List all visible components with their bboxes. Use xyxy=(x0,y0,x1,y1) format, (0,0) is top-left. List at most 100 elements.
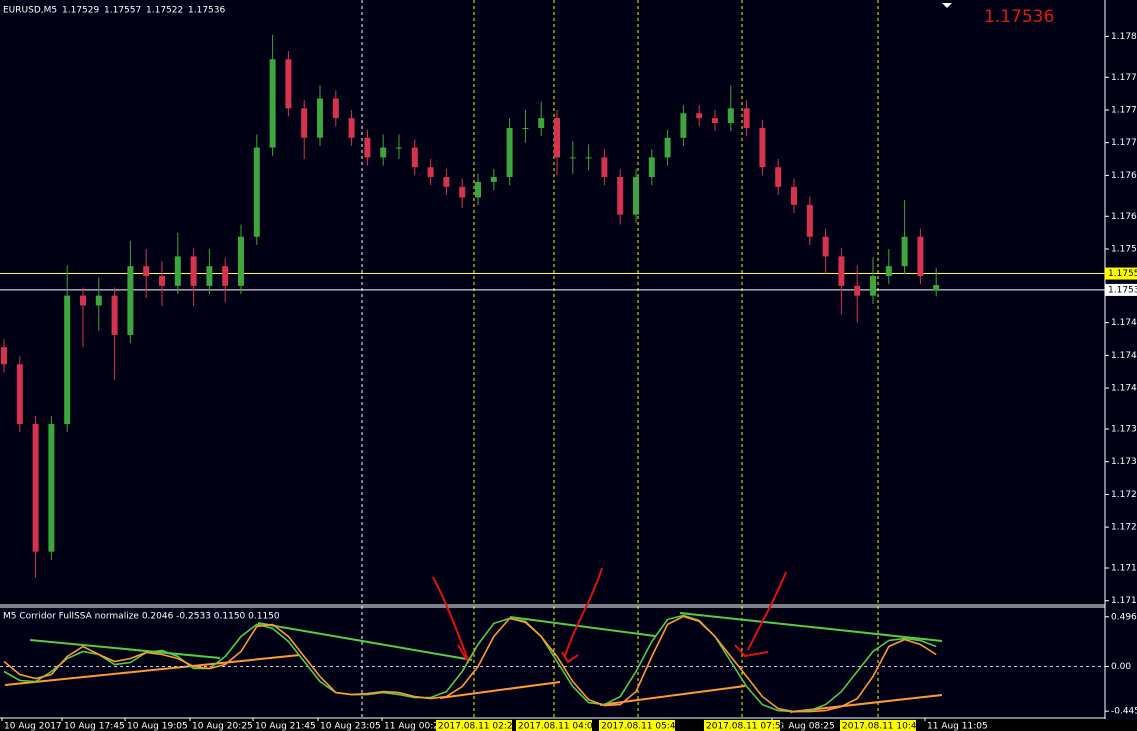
candle-body xyxy=(870,276,876,296)
candle-body xyxy=(190,256,197,286)
indicator-line xyxy=(3,615,937,713)
x-tick-label: 11 Aug 00:25 xyxy=(384,722,445,731)
candle-body xyxy=(743,108,750,128)
candle-body xyxy=(396,147,402,149)
candle-body xyxy=(806,204,813,237)
candle-body xyxy=(411,147,418,168)
candle-body xyxy=(506,127,513,178)
header-price: 1.17557 xyxy=(104,6,141,16)
candle-body xyxy=(727,108,734,124)
candle-body xyxy=(16,364,23,425)
candle-body xyxy=(490,177,497,182)
x-highlight-label: 2017.08.11 02:20 xyxy=(438,722,519,731)
candle-body xyxy=(427,167,434,178)
x-tick-label: 10 Aug 19:05 xyxy=(127,722,188,731)
candle-body xyxy=(238,236,244,286)
candle-body xyxy=(885,266,892,277)
x-tick-label: 11 Aug 11:05 xyxy=(927,722,988,731)
y-tick-label: 1.1728 xyxy=(1111,490,1137,500)
price-level-label: 1.1753 xyxy=(1108,285,1137,295)
x-highlight-bg xyxy=(436,720,512,731)
candle-body xyxy=(791,186,797,205)
candle-body xyxy=(127,266,134,335)
y-tick-label: 1.1724 xyxy=(1111,523,1137,533)
candle-body xyxy=(143,266,150,277)
price-level-label: 1.1755 xyxy=(1108,269,1137,279)
arrow xyxy=(561,567,603,664)
candle-body xyxy=(348,118,355,138)
x-tick-label: 10 Aug 20:25 xyxy=(192,722,253,731)
candle-body xyxy=(301,108,308,138)
candle-body xyxy=(585,157,592,159)
y-tick-label: 1.1775 xyxy=(1111,105,1137,115)
candle-body xyxy=(838,256,845,286)
candle-body xyxy=(317,98,323,138)
candle-body xyxy=(475,181,481,198)
candle-body xyxy=(64,295,71,425)
candle-body xyxy=(680,113,687,138)
candle-body xyxy=(601,157,608,178)
corridor-line xyxy=(29,639,221,659)
y-tick-label: -0.4457 xyxy=(1111,707,1137,717)
candle-body xyxy=(712,118,718,124)
x-tick-label: 10 Aug 23:05 xyxy=(320,722,381,731)
candle-body xyxy=(759,127,766,168)
candle-body xyxy=(380,147,387,158)
x-highlight-label: 2017.08.11 04:00 xyxy=(518,722,599,731)
candle-body xyxy=(364,137,371,158)
y-tick-label: 0.00 xyxy=(1111,662,1131,672)
corridor-line xyxy=(4,654,301,686)
candle-body xyxy=(159,276,165,286)
candle-body xyxy=(269,59,276,148)
candle-body xyxy=(664,137,671,158)
x-tick-label: 10 Aug 17:45 xyxy=(64,722,125,731)
candle-body xyxy=(933,285,940,291)
y-tick-label: 1.1749 xyxy=(1111,318,1137,328)
candle-body xyxy=(901,236,908,267)
y-tick-label: 1.1736 xyxy=(1111,424,1137,434)
price-level-tag xyxy=(1105,283,1137,296)
candle-body xyxy=(285,59,292,109)
y-tick-label: 1.1745 xyxy=(1111,351,1137,361)
hand-annotations xyxy=(432,567,787,664)
symbol-title: EURUSD,M5 xyxy=(3,6,57,16)
candle-body xyxy=(538,118,545,128)
candle-body xyxy=(222,266,229,286)
candle-body xyxy=(648,157,655,178)
y-tick-label: 1.1732 xyxy=(1111,457,1137,467)
candle-body xyxy=(32,424,39,552)
y-tick-label: 1.1784 xyxy=(1111,32,1137,42)
x-tick-label: 10 Aug 2017 xyxy=(4,722,62,731)
candle-body xyxy=(822,236,829,257)
header-price: 1.17529 xyxy=(62,6,99,16)
indicator-title: M5 Corridor FullSSA normalize 0.2046 -0.… xyxy=(3,612,280,622)
price-level-tag xyxy=(1105,267,1137,280)
corridor-line xyxy=(509,616,656,637)
candle-body xyxy=(253,147,260,237)
y-tick-label: 0.4965 xyxy=(1111,612,1137,622)
candle-body xyxy=(854,285,861,296)
candle-body xyxy=(569,157,576,159)
x-tick-label: 11 Aug 08:25 xyxy=(774,722,835,731)
candle-body xyxy=(917,236,924,277)
candle-body xyxy=(633,177,639,215)
candle-body xyxy=(459,186,466,198)
y-tick-label: 1.1715 xyxy=(1111,596,1137,606)
candle-body xyxy=(1,347,7,365)
candle-body xyxy=(111,295,118,335)
candle-body xyxy=(617,177,624,215)
header-price: 1.17536 xyxy=(188,6,225,16)
x-highlight-bg xyxy=(516,720,592,731)
candle-body xyxy=(80,295,86,306)
candle-body xyxy=(522,127,529,129)
x-highlight-label: 2017.08.11 07:55 xyxy=(706,722,786,731)
candle-body xyxy=(48,424,55,552)
candle-body xyxy=(206,266,213,286)
y-tick-label: 1.1779 xyxy=(1111,73,1137,83)
corridor-lines xyxy=(4,612,943,713)
x-highlight-bg xyxy=(840,720,916,731)
y-tick-label: 1.1758 xyxy=(1111,245,1137,255)
